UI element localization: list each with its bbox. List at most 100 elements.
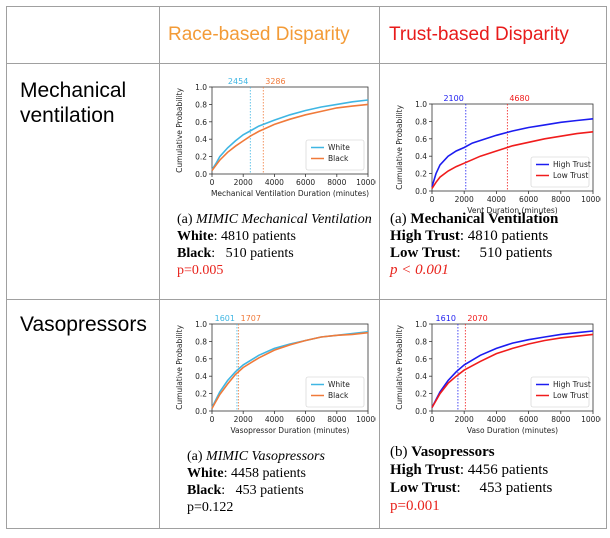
y-tick-label: 0.4 xyxy=(195,372,207,381)
y-axis-label: Cumulative Probability xyxy=(175,88,184,173)
x-tick-label: 10000 xyxy=(356,415,376,424)
caption-c-prefix: (a) xyxy=(187,449,207,464)
caption-b-group2-value: : 510 patients xyxy=(456,245,553,261)
x-tick-label: 2000 xyxy=(234,178,253,187)
x-axis-label: Mechanical Ventilation Duration (minutes… xyxy=(211,189,369,198)
y-tick-label: 0.6 xyxy=(195,355,207,364)
caption-b-group1-label: High Trust xyxy=(390,228,460,244)
y-tick-label: 0.2 xyxy=(195,153,207,162)
legend-label: High Trust xyxy=(553,160,591,169)
legend-label: Black xyxy=(328,391,349,400)
x-tick-label: 6000 xyxy=(296,415,315,424)
y-tick-label: 0.8 xyxy=(195,337,207,346)
y-tick-label: 1.0 xyxy=(415,320,427,329)
figure-table: Race-based Disparity Trust-based Dispari… xyxy=(6,6,607,529)
y-axis-label: Cumulative Probability xyxy=(175,325,184,410)
median-label-1610: 1610 xyxy=(436,314,456,323)
legend-label: High Trust xyxy=(553,380,591,389)
table-grid-lines xyxy=(6,6,607,529)
y-tick-label: 0.2 xyxy=(195,390,207,399)
caption-c-group1: White: 4458 patients xyxy=(187,465,325,482)
series-line-low-trust xyxy=(431,131,594,189)
plot-frame xyxy=(211,86,369,175)
x-tick-label: 8000 xyxy=(327,178,346,187)
y-axis-label: Cumulative Probability xyxy=(395,325,404,410)
caption-d-group1: High Trust: 4456 patients xyxy=(390,461,552,479)
row-label-line2: ventilation xyxy=(20,104,115,127)
x-tick-label: 10000 xyxy=(581,415,601,424)
caption-b-group2: Low Trust: 510 patients xyxy=(390,245,558,262)
x-tick-label: 4000 xyxy=(487,195,506,204)
x-tick-label: 6000 xyxy=(519,415,538,424)
caption-b: (a) Mechanical Ventilation High Trust: 4… xyxy=(390,211,558,279)
y-tick-label: 0.0 xyxy=(195,170,207,179)
caption-d-group1-label: High Trust xyxy=(390,462,460,478)
median-label-1707: 1707 xyxy=(241,314,261,323)
chart-vasopressors-trust: 0.0 0.2 0.4 0.6 0.8 1.0 0 2000 4000 6000 8000 10000… xyxy=(395,314,601,435)
caption-c: (a) MIMIC Vasopressors White: 4458 patie… xyxy=(187,448,325,516)
legend-label: White xyxy=(328,143,350,152)
plot-frame xyxy=(211,323,369,412)
row-label-line1: Mechanical xyxy=(20,79,127,102)
caption-d-title-line: (b) Vasopressors xyxy=(390,443,552,461)
caption-b-pvalue: p < 0.001 xyxy=(390,262,449,278)
series-line-black xyxy=(211,103,369,171)
caption-d-group2-label: Low Trust xyxy=(390,480,457,496)
caption-a-title: MIMIC Mechanical Ventilation xyxy=(196,212,372,227)
caption-d-group1-value: : 4456 patients xyxy=(459,462,549,478)
caption-a-prefix: (a) xyxy=(177,212,197,227)
x-tick-label: 8000 xyxy=(551,415,570,424)
caption-d-title: Vasopressors xyxy=(411,444,495,460)
caption-d-pvalue: p=0.001 xyxy=(390,498,440,514)
median-label-3286: 3286 xyxy=(265,77,285,86)
caption-b-group1-value: : 4810 patients xyxy=(459,228,549,244)
x-tick-label: 4000 xyxy=(265,178,284,187)
plot-frame xyxy=(431,103,594,192)
caption-b-group2-label: Low Trust xyxy=(390,245,457,261)
legend-label: Black xyxy=(328,154,349,163)
series-line-white xyxy=(211,99,369,171)
caption-a-group2-value: : 510 patients xyxy=(211,246,294,261)
x-axis-label: Vent Duration (minutes) xyxy=(467,206,557,215)
y-tick-label: 0.8 xyxy=(415,337,427,346)
series-line-low-trust xyxy=(431,333,594,408)
x-tick-label: 2000 xyxy=(455,415,474,424)
series-line-high-trust xyxy=(431,330,594,408)
y-tick-label: 0.0 xyxy=(195,407,207,416)
x-tick-label: 0 xyxy=(210,415,215,424)
chart-mimic-vasopressors: 0.0 0.2 0.4 0.6 0.8 1.0 0 2000 4000 6000 8000 10000… xyxy=(175,314,376,435)
x-tick-label: 2000 xyxy=(455,195,474,204)
caption-d-group2-value: : 453 patients xyxy=(456,480,553,496)
caption-c-group2-label: Black xyxy=(187,483,222,498)
x-tick-label: 6000 xyxy=(296,178,315,187)
y-tick-label: 0.6 xyxy=(415,355,427,364)
y-tick-label: 0.6 xyxy=(195,118,207,127)
y-tick-label: 0.4 xyxy=(195,135,207,144)
x-tick-label: 8000 xyxy=(327,415,346,424)
chart-mechanical-ventilation-trust: 0.0 0.2 0.4 0.6 0.8 1.0 0 2000 4000 6000 8000 10000… xyxy=(395,94,601,215)
x-tick-label: 0 xyxy=(430,195,435,204)
caption-b-title-line: (a) Mechanical Ventilation xyxy=(390,211,558,228)
x-tick-label: 0 xyxy=(210,178,215,187)
legend-label: White xyxy=(328,380,350,389)
caption-a-group1-value: : 4810 patients xyxy=(213,229,296,244)
x-tick-label: 10000 xyxy=(581,195,601,204)
y-tick-label: 0.6 xyxy=(415,135,427,144)
caption-a-group2: Black: 510 patients xyxy=(177,245,372,262)
caption-a-group1-label: White xyxy=(177,229,214,244)
x-tick-label: 0 xyxy=(430,415,435,424)
plot-frame xyxy=(431,323,594,412)
caption-c-group1-label: White xyxy=(187,466,224,481)
caption-b-title: Mechanical Ventilation xyxy=(410,211,559,227)
caption-c-group1-value: : 4458 patients xyxy=(223,466,306,481)
row-label-vasopressors: Vasopressors xyxy=(20,313,147,336)
y-tick-label: 0.8 xyxy=(195,100,207,109)
caption-a-pvalue: p=0.005 xyxy=(177,263,224,278)
y-tick-label: 0.2 xyxy=(415,390,427,399)
y-tick-label: 1.0 xyxy=(195,320,207,329)
x-tick-label: 4000 xyxy=(487,415,506,424)
caption-a: (a) MIMIC Mechanical Ventilation White: … xyxy=(177,211,372,279)
caption-b-group1: High Trust: 4810 patients xyxy=(390,228,558,245)
race-disparity-header: Race-based Disparity xyxy=(168,24,350,45)
legend-label: Low Trust xyxy=(553,391,588,400)
